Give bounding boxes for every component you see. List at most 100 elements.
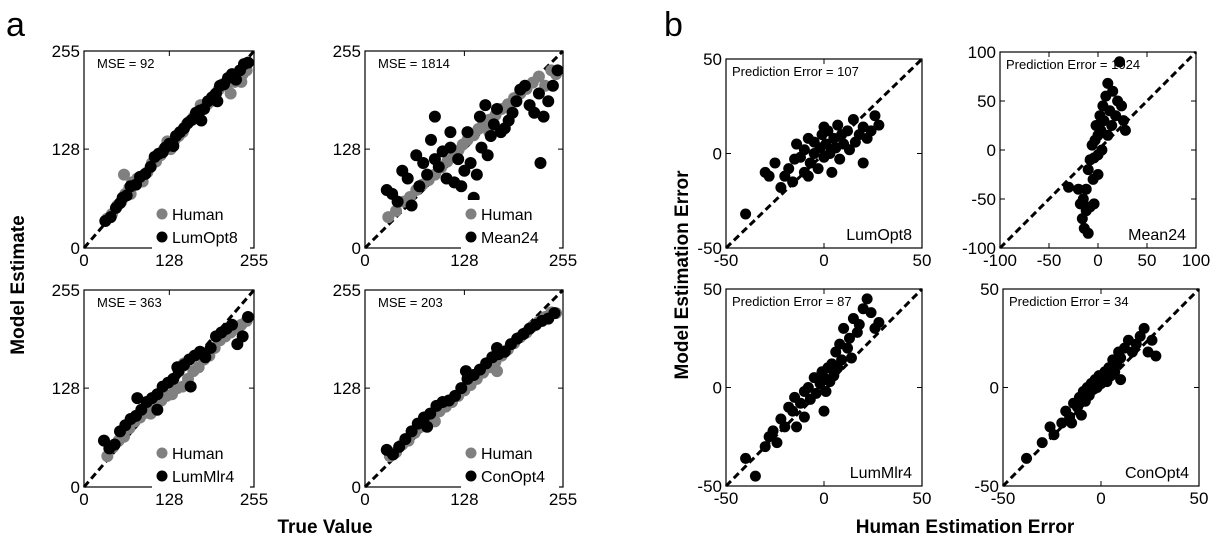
data-point xyxy=(1115,352,1127,364)
data-point xyxy=(749,470,761,482)
data-point xyxy=(1080,183,1092,195)
data-point xyxy=(1098,115,1110,127)
y-tick-label: 0 xyxy=(990,379,999,398)
data-point xyxy=(459,365,472,378)
y-tick-label: -50 xyxy=(971,190,996,209)
x-tick-label: 128 xyxy=(155,490,183,509)
data-point xyxy=(151,403,164,416)
x-tick-label: -50 xyxy=(1037,251,1062,270)
x-tick-label: 0 xyxy=(819,489,828,508)
data-point xyxy=(1115,374,1127,386)
data-point xyxy=(506,106,519,119)
data-point xyxy=(542,95,555,108)
data-point xyxy=(510,95,523,108)
legend-label-model: ConOpt4 xyxy=(481,469,545,486)
x-tick-label: 255 xyxy=(549,251,577,270)
data-point xyxy=(798,411,810,423)
x-tick-label: 50 xyxy=(1190,489,1209,508)
series-mean24 xyxy=(1063,56,1131,239)
panel-b-bottom-left: -50 0 50 -50 0 50 Prediction Error = 87 LumMlr4 xyxy=(697,280,931,508)
data-point xyxy=(1021,452,1033,464)
data-point xyxy=(425,133,437,146)
data-point xyxy=(787,405,799,417)
y-tick-label: 50 xyxy=(703,280,722,299)
legend-label-human: Human xyxy=(172,207,224,224)
panel-b-bottom-right: -50 0 50 -50 0 50 Prediction Error = 34 ConOpt4 xyxy=(974,280,1208,508)
legend-box xyxy=(461,439,559,491)
data-point xyxy=(865,307,877,319)
x-tick-label: -100 xyxy=(983,251,1017,270)
x-tick-label: 100 xyxy=(1182,251,1210,270)
legend-label-human: Human xyxy=(172,446,224,463)
data-point xyxy=(1102,77,1114,89)
data-point xyxy=(144,160,157,173)
y-tick-label: -100 xyxy=(962,239,996,258)
data-point xyxy=(802,170,814,182)
data-point xyxy=(1082,227,1094,239)
y-tick-label: 50 xyxy=(703,50,722,69)
x-tick-label: -50 xyxy=(714,489,739,508)
data-point xyxy=(1056,417,1068,429)
data-point xyxy=(491,102,503,115)
y-tick-label: 128 xyxy=(333,379,361,398)
y-tick-label: 255 xyxy=(52,281,80,300)
data-point xyxy=(869,110,881,122)
data-point xyxy=(763,170,775,182)
data-point xyxy=(481,149,494,162)
data-point xyxy=(1119,124,1131,136)
x-tick-label: 128 xyxy=(450,251,478,270)
data-point xyxy=(1150,350,1162,362)
data-point xyxy=(769,157,781,169)
data-point xyxy=(455,382,468,395)
data-point xyxy=(551,64,564,77)
data-point xyxy=(1088,198,1100,210)
data-point xyxy=(847,113,859,125)
legend-marker-human xyxy=(465,447,477,459)
x-tick-label: -50 xyxy=(991,489,1016,508)
data-point xyxy=(390,204,403,217)
y-tick-label: 0 xyxy=(352,239,361,258)
data-point xyxy=(820,385,832,397)
x-tick-label: 50 xyxy=(1138,251,1157,270)
data-point xyxy=(461,126,474,139)
y-tick-label: 0 xyxy=(352,478,361,497)
series-lumopt8 xyxy=(740,110,885,220)
data-point xyxy=(104,211,117,224)
data-point xyxy=(1075,409,1087,421)
data-point xyxy=(836,354,848,366)
data-point xyxy=(401,172,414,185)
data-point xyxy=(417,157,430,170)
data-point xyxy=(518,79,531,92)
panel-b-top-right: -100 -50 0 50 100 -100 -50 0 50 100 Prediction Err… xyxy=(962,43,1210,270)
data-point xyxy=(740,452,752,464)
data-point xyxy=(802,382,814,393)
x-tick-label: 255 xyxy=(240,490,268,509)
series-mean24 xyxy=(380,64,564,212)
series-lummlr4 xyxy=(740,293,885,482)
data-point xyxy=(812,163,824,175)
data-point xyxy=(479,99,492,112)
data-point xyxy=(1114,56,1126,68)
series-lummlr4 xyxy=(98,311,254,455)
data-point xyxy=(1102,129,1114,141)
data-point xyxy=(810,387,822,399)
y-tick-label: 50 xyxy=(977,92,996,111)
data-point xyxy=(826,166,838,178)
x-tick-label: 50 xyxy=(913,251,932,270)
data-point xyxy=(195,114,208,127)
data-point xyxy=(444,141,457,154)
stat-annotation: Prediction Error = 1024 xyxy=(1006,57,1140,72)
panel-b-top-left: -50 0 50 -50 0 50 Prediction Error = 107 LumOpt… xyxy=(697,50,931,270)
data-point xyxy=(391,195,404,208)
data-point xyxy=(491,365,503,378)
data-point xyxy=(421,420,434,433)
data-point xyxy=(820,138,832,150)
data-point xyxy=(534,157,547,170)
series-conopt4 xyxy=(380,307,561,461)
panel-label-b: b xyxy=(664,6,683,44)
data-point xyxy=(845,352,857,364)
data-point xyxy=(199,351,212,364)
y-tick-label: 255 xyxy=(333,42,361,61)
data-point xyxy=(1066,417,1078,429)
data-point xyxy=(759,441,771,453)
